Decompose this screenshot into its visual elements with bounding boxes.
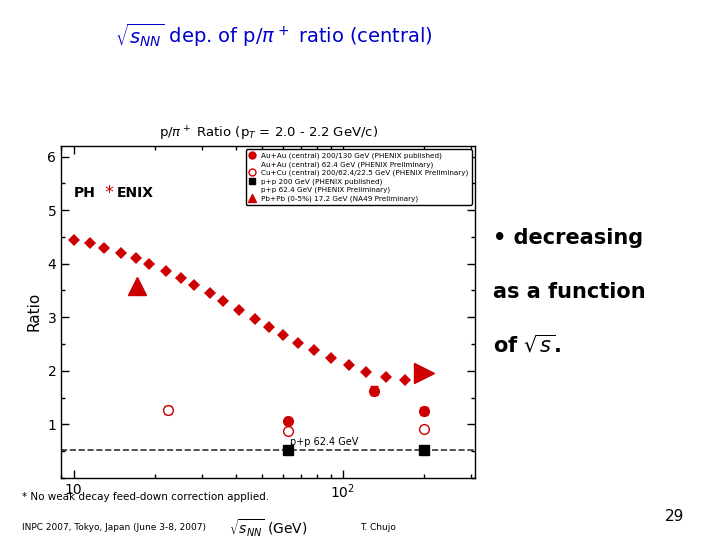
Text: ENIX: ENIX <box>117 186 154 200</box>
Text: of $\sqrt{s}$.: of $\sqrt{s}$. <box>493 334 561 357</box>
Text: T. Chujo: T. Chujo <box>360 523 396 532</box>
Text: INPC 2007, Tokyo, Japan (June 3-8, 2007): INPC 2007, Tokyo, Japan (June 3-8, 2007) <box>22 523 206 532</box>
Text: PH: PH <box>73 186 96 200</box>
Text: p+p 62.4 GeV: p+p 62.4 GeV <box>289 437 358 447</box>
Title: p/$\pi^+$ Ratio (p$_T$ = 2.0 - 2.2 GeV/c): p/$\pi^+$ Ratio (p$_T$ = 2.0 - 2.2 GeV/c… <box>158 125 378 143</box>
Text: * No weak decay feed-down correction applied.: * No weak decay feed-down correction app… <box>22 491 269 502</box>
Text: *: * <box>104 184 113 202</box>
Legend: Au+Au (central) 200/130 GeV (PHENIX published), Au+Au (central) 62.4 GeV (PHENIX: Au+Au (central) 200/130 GeV (PHENIX publ… <box>246 150 472 205</box>
Text: $\sqrt{s_{NN}}$ (GeV): $\sqrt{s_{NN}}$ (GeV) <box>229 518 307 539</box>
Text: $\sqrt{s_{NN}}$ dep. of p/$\pi^+$ ratio (central): $\sqrt{s_{NN}}$ dep. of p/$\pi^+$ ratio … <box>114 21 433 49</box>
Text: 29: 29 <box>665 509 684 524</box>
Y-axis label: Ratio: Ratio <box>27 292 42 332</box>
Text: as a function: as a function <box>493 281 646 302</box>
Text: • decreasing: • decreasing <box>493 227 644 248</box>
